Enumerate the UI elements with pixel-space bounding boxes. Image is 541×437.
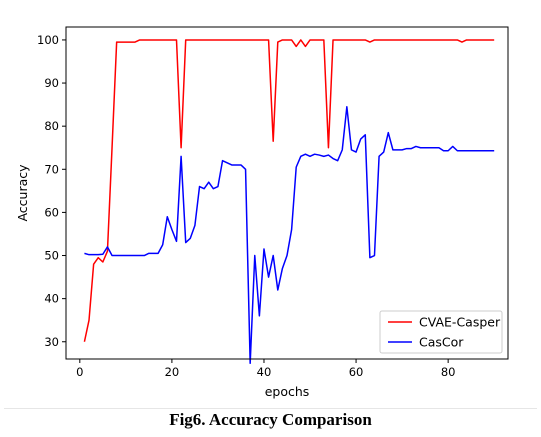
y-tick-label: 100	[37, 33, 59, 47]
x-axis-ticks: 0 20 40 60 80	[76, 359, 455, 379]
y-axis-label: Accuracy	[15, 164, 30, 222]
figure-caption: Fig6. Accuracy Comparison	[169, 410, 372, 429]
y-axis-ticks: 30 40 50 60 70 80 90 100	[37, 33, 66, 349]
y-tick-label: 30	[44, 335, 59, 349]
x-axis-label: epochs	[265, 384, 310, 399]
y-tick-label: 60	[44, 205, 59, 219]
y-tick-label: 50	[44, 249, 59, 263]
x-tick-label: 20	[165, 365, 180, 379]
y-tick-label: 40	[44, 292, 59, 306]
x-tick-label: 80	[441, 365, 456, 379]
accuracy-chart: 0 20 40 60 80 30 40 50 60 70 80 90 100 epochs Accur…	[15, 26, 509, 399]
caption-separator	[4, 408, 537, 409]
plot-frame	[65, 26, 509, 360]
legend: CVAE-Casper CasCor	[379, 310, 503, 354]
x-tick-label: 40	[257, 365, 272, 379]
plot-lines	[83, 39, 495, 365]
y-tick-label: 80	[44, 119, 59, 133]
legend-label-cvae-casper: CVAE-Casper	[419, 315, 501, 330]
legend-label-cascor: CasCor	[419, 335, 464, 350]
y-tick-label: 70	[44, 162, 59, 176]
x-tick-label: 60	[349, 365, 364, 379]
x-tick-label: 0	[76, 365, 83, 379]
y-tick-label: 90	[44, 76, 59, 90]
series-line-cvae-casper	[83, 39, 495, 342]
series-line-cascor	[84, 106, 495, 365]
